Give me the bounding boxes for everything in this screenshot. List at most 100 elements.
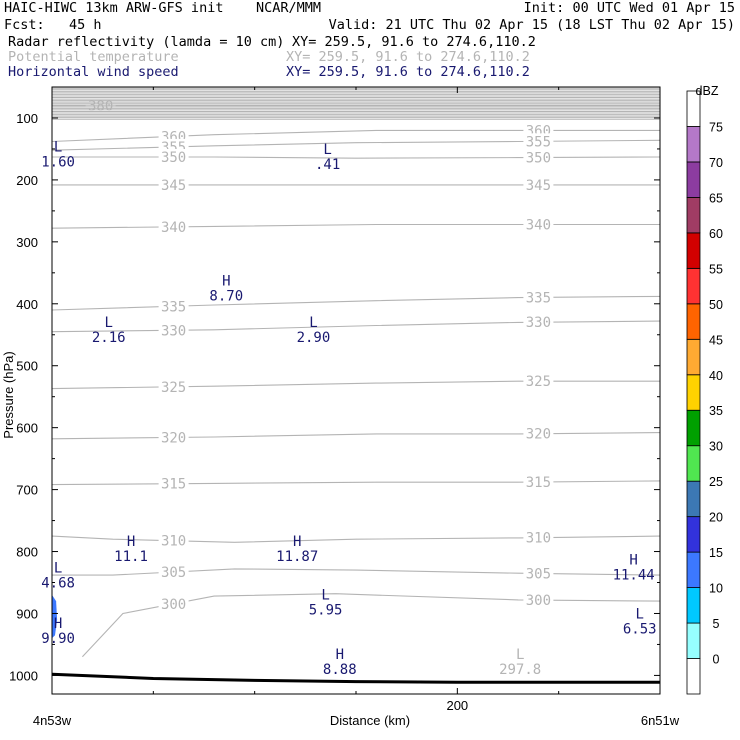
header-title: HAIC-HIWC 13km ARW-GFS init NCAR/MMM xyxy=(4,0,321,16)
isentrope-label: 335 xyxy=(161,299,186,315)
isentrope-label: 350 xyxy=(526,151,551,167)
colorbar-level-label: 70 xyxy=(709,156,723,170)
y-tick-label: 100 xyxy=(16,111,38,126)
colorbar-box xyxy=(686,197,701,234)
y-tick-label: 800 xyxy=(16,545,38,560)
colorbar-level-label: 45 xyxy=(709,333,723,347)
isentrope-label-bg xyxy=(523,425,554,442)
isentrope-label-bg xyxy=(523,289,554,306)
wind-extremum-value: 9.90 xyxy=(41,631,75,647)
colorbar-box xyxy=(686,622,701,659)
y-tick-label: 1000 xyxy=(9,668,38,683)
colorbar-box xyxy=(686,126,701,163)
isentrope-label: 325 xyxy=(526,374,551,390)
wind-extremum-l: L.41 xyxy=(315,142,340,173)
isentrope-line-335 xyxy=(51,295,661,311)
isentrope-label: 330 xyxy=(161,323,186,339)
colorbar-level-label: 35 xyxy=(709,404,723,418)
colorbar-box xyxy=(686,90,701,127)
y-tick-label: 700 xyxy=(16,483,38,498)
theta-extremum-type: L xyxy=(516,647,524,663)
wind-extremum-value: 8.88 xyxy=(323,662,357,678)
wind-extremum-value: 4.68 xyxy=(41,575,75,591)
wind-extremum-value: 1.60 xyxy=(41,154,75,170)
isentrope-line-355 xyxy=(51,139,661,151)
colorbar-unit-label: dBZ xyxy=(696,84,719,98)
isentrope-label-bg xyxy=(158,148,189,165)
field-wind-name: Horizontal wind speed xyxy=(8,64,179,80)
wind-extremum-value: 2.16 xyxy=(92,330,126,346)
isentrope-label-bg xyxy=(523,176,554,193)
terrain-line xyxy=(51,672,660,684)
wind-extremum-type: L xyxy=(321,588,329,604)
isentrope-label-bg xyxy=(158,176,189,193)
isentrope-label: 310 xyxy=(161,534,186,550)
wind-extremum-type: L xyxy=(309,315,317,331)
isentrope-label-bg xyxy=(523,216,554,233)
y-axis-title: Pressure (hPa) xyxy=(1,351,16,438)
isentrope-line-330 xyxy=(51,320,661,333)
isentrope-label: 305 xyxy=(161,565,186,581)
wind-extremum-type: L xyxy=(54,560,62,576)
isentrope-label: 300 xyxy=(161,597,186,613)
isentrope-label: 345 xyxy=(161,178,186,194)
wind-extremum-type: H xyxy=(54,616,62,632)
field-wind-xy: XY= 259.5, 91.6 to 274.6,110.2 xyxy=(286,64,530,80)
wind-extremum-l: L2.90 xyxy=(297,315,331,346)
x-axis-title: Distance (km) xyxy=(330,713,410,728)
isentrope-line-310 xyxy=(51,535,661,543)
isentrope-label-bg xyxy=(158,475,189,492)
wind-extremum-value: 6.53 xyxy=(623,621,657,637)
axis-layer: 100 200 300 400 500 600 700 800 900 1000 200 xyxy=(9,86,661,713)
wind-extremum-value: .41 xyxy=(315,157,340,173)
colorbar-level-label: 15 xyxy=(709,546,723,560)
colorbar-box xyxy=(686,161,701,198)
isentrope-label-bg xyxy=(158,218,189,235)
y-tick-label: 900 xyxy=(16,606,38,621)
colorbar-level-label: 55 xyxy=(709,262,723,276)
colorbar-level-label: 20 xyxy=(709,511,723,525)
wind-extremum-l: L6.53 xyxy=(623,606,657,637)
isentrope-label: 350 xyxy=(161,150,186,166)
isentrope-line-350 xyxy=(52,156,661,159)
isentrope-label-bg xyxy=(158,563,189,580)
wind-extremum-type: L xyxy=(636,606,644,622)
wind-extremum-l: L4.68 xyxy=(41,560,75,591)
wind-extremum-type: H xyxy=(629,552,637,568)
isentrope-label-bg xyxy=(523,314,554,331)
colorbar-box xyxy=(686,338,701,376)
isentrope-label: 340 xyxy=(161,220,186,236)
colorbar: 0 5 10 15 20 25 30 35 40 45 50 55 60 65 70 75 xyxy=(686,90,723,695)
isentrope-label-bg xyxy=(523,373,554,390)
x-tick-label: 200 xyxy=(446,698,468,713)
wind-extremum-h: H8.70 xyxy=(209,274,243,305)
isentrope-label-bg xyxy=(158,378,189,395)
wind-extremum-value: 2.90 xyxy=(297,330,331,346)
colorbar-level-label: 0 xyxy=(713,653,720,667)
isentrope-line-340 xyxy=(51,223,660,229)
isentrope-label: 345 xyxy=(526,178,551,194)
colorbar-level-label: 10 xyxy=(709,582,723,596)
isentrope-label: 315 xyxy=(526,475,551,491)
isentrope-label: 325 xyxy=(161,380,186,396)
isentrope-line-305 xyxy=(52,568,661,576)
reflectivity-patch xyxy=(52,594,58,639)
isentrope-label-bg xyxy=(523,565,554,582)
wind-extremum-type: L xyxy=(323,142,331,158)
isentrope-label-bg xyxy=(523,133,554,150)
isentrope-line-320 xyxy=(51,432,661,440)
isentrope-line-315 xyxy=(51,480,661,486)
wind-extremum-type: L xyxy=(54,139,62,155)
y-tick-label: 600 xyxy=(16,421,38,436)
wind-extremum-h: H8.88 xyxy=(323,647,357,678)
wind-extremum-type: H xyxy=(127,534,135,550)
colorbar-box xyxy=(686,551,701,588)
colorbar-box xyxy=(686,374,701,411)
colorbar-level-label: 5 xyxy=(713,617,720,631)
isentrope-line-360 xyxy=(51,129,660,143)
colorbar-box xyxy=(686,445,701,482)
isentrope-label: 315 xyxy=(161,477,186,493)
field-reflectivity-xy: XY= 259.5, 91.6 to 274.6,110.2 xyxy=(292,34,536,50)
isentrope-label-bg xyxy=(523,473,554,490)
